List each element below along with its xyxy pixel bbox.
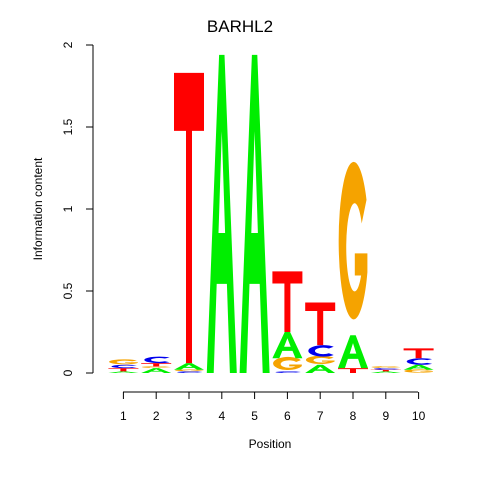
letter-C-pos-6 bbox=[275, 371, 301, 373]
letter-G-pos-10 bbox=[404, 369, 433, 373]
x-axis-label: Position bbox=[249, 437, 292, 451]
letter-A-pos-6 bbox=[272, 332, 303, 359]
y-tick-label: 0.5 bbox=[61, 282, 75, 299]
x-axis: 1 2 3 4 5 6 7 8 9 10 bbox=[120, 391, 426, 423]
x-tick-label: 10 bbox=[412, 409, 426, 423]
letter-A-pos-7 bbox=[305, 364, 336, 373]
letter-G-pos-2 bbox=[141, 366, 171, 368]
letter-G-pos-3 bbox=[174, 369, 204, 372]
letter-C-pos-1 bbox=[111, 364, 137, 369]
letter-A-pos-9 bbox=[370, 371, 401, 373]
y-tick-label: 1.5 bbox=[61, 118, 75, 135]
letter-C-pos-2 bbox=[144, 356, 170, 364]
letter-A-pos-2 bbox=[141, 368, 172, 373]
letter-T-pos-3 bbox=[174, 72, 204, 364]
x-tick-label: 9 bbox=[382, 409, 389, 423]
letter-T-pos-9 bbox=[370, 369, 401, 372]
letter-C-pos-9 bbox=[373, 368, 400, 370]
x-tick-label: 1 bbox=[120, 409, 127, 423]
y-tick-label: 2 bbox=[61, 41, 75, 48]
letter-G-pos-1 bbox=[109, 359, 138, 365]
letter-C-pos-3 bbox=[177, 371, 203, 373]
letter-T-pos-1 bbox=[108, 368, 139, 372]
logo-letters bbox=[108, 54, 434, 374]
x-tick-label: 7 bbox=[317, 409, 324, 423]
letter-C-pos-7 bbox=[308, 345, 334, 357]
x-tick-label: 2 bbox=[153, 409, 160, 423]
x-tick-label: 8 bbox=[350, 409, 357, 423]
y-tick-label: 1 bbox=[61, 205, 75, 212]
letter-A-pos-8 bbox=[338, 335, 368, 369]
letter-G-pos-8 bbox=[338, 161, 368, 320]
y-axis: 0 0.5 1 1.5 2 bbox=[61, 41, 94, 376]
letter-A-pos-5 bbox=[239, 54, 270, 374]
chart-title: BARHL2 bbox=[207, 17, 273, 36]
letter-A-pos-4 bbox=[206, 54, 237, 374]
x-tick-label: 4 bbox=[218, 409, 225, 423]
y-tick-label: 0 bbox=[61, 369, 75, 376]
letter-A-pos-3 bbox=[174, 363, 204, 370]
letter-T-pos-10 bbox=[403, 348, 434, 359]
letter-G-pos-9 bbox=[371, 366, 401, 368]
letter-T-pos-8 bbox=[338, 368, 368, 373]
letter-T-pos-2 bbox=[141, 363, 172, 367]
letter-C-pos-10 bbox=[406, 358, 433, 365]
y-axis-label: Information content bbox=[31, 157, 45, 260]
letter-T-pos-6 bbox=[272, 271, 303, 332]
x-tick-label: 5 bbox=[251, 409, 258, 423]
x-tick-label: 3 bbox=[186, 409, 193, 423]
x-tick-label: 6 bbox=[284, 409, 291, 423]
letter-A-pos-10 bbox=[403, 364, 434, 370]
letter-T-pos-7 bbox=[305, 302, 336, 346]
letter-A-pos-1 bbox=[108, 371, 139, 373]
letter-G-pos-7 bbox=[305, 355, 335, 364]
letter-G-pos-6 bbox=[273, 356, 302, 371]
